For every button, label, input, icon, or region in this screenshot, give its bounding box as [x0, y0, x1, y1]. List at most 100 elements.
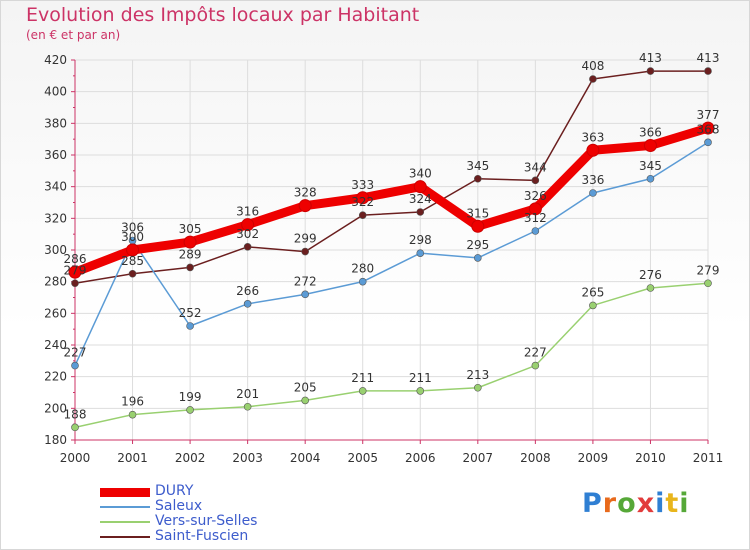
y-tick-label: 200: [44, 401, 67, 415]
x-tick-label: 2008: [520, 451, 551, 465]
data-point-saint-fuscien: [186, 263, 194, 272]
data-label-dury: 366: [639, 126, 662, 140]
data-point-dury: [183, 235, 197, 249]
logo-letter: t: [665, 488, 680, 519]
data-label-dury: 340: [409, 167, 432, 181]
y-tick-label: 300: [44, 243, 67, 257]
series-line-saleux: [74, 141, 709, 367]
data-label-saint-fuscien: 324: [409, 192, 432, 206]
data-label-saleux: 312: [524, 211, 547, 225]
y-tick-label: 220: [44, 370, 67, 384]
x-tick-label: 2009: [578, 451, 609, 465]
series-lines: [68, 67, 715, 432]
data-point-saleux: [243, 300, 252, 308]
data-label-dury: 326: [524, 189, 547, 203]
data-point-saleux: [474, 254, 482, 262]
data-label-dury: 316: [236, 205, 259, 219]
data-label-saleux: 266: [236, 284, 259, 298]
data-point-saint-fuscien: [358, 211, 367, 219]
legend-swatch: [100, 521, 150, 523]
x-tick-label: 2000: [60, 451, 91, 465]
data-point-vers-sur-selles: [243, 402, 252, 411]
data-point-saleux: [589, 189, 597, 197]
y-tick-label: 400: [44, 85, 67, 99]
data-label-saleux: 252: [179, 306, 202, 320]
data-label-saint-fuscien: 279: [64, 263, 87, 277]
data-label-dury: 305: [179, 222, 202, 236]
data-point-dury: [356, 191, 370, 205]
data-point-saint-fuscien: [646, 67, 655, 75]
data-label-saint-fuscien: 344: [524, 160, 547, 174]
series-line-vers-sur-selles: [74, 282, 709, 429]
data-point-saint-fuscien: [474, 174, 482, 183]
data-label-saint-fuscien: 345: [466, 159, 489, 173]
logo-letter: i: [679, 488, 690, 519]
data-label-saleux: 227: [64, 346, 87, 360]
data-point-dury: [68, 265, 82, 279]
legend-label: Saleux: [155, 498, 203, 514]
data-point-saint-fuscien: [71, 279, 79, 288]
logo-letter: i: [655, 488, 666, 519]
data-label-vers-sur-selles: 199: [179, 390, 202, 404]
y-tick-label: 380: [44, 116, 67, 130]
data-label-saint-fuscien: 302: [236, 227, 259, 241]
series-line-dury: [70, 123, 713, 277]
data-point-vers-sur-selles: [186, 406, 194, 414]
data-label-dury: 328: [294, 186, 317, 200]
data-labels: 286 300 305 316 328 333 340 315 326 363 366 377 227 3…: [64, 51, 720, 421]
logo-letter: o: [617, 488, 637, 519]
data-point-saint-fuscien: [704, 67, 712, 75]
data-label-saint-fuscien: 408: [581, 59, 604, 73]
data-label-saleux: 298: [409, 233, 432, 247]
y-tick-label: 340: [44, 180, 67, 194]
proxiti-logo: Proxiti: [582, 488, 690, 519]
data-point-vers-sur-selles: [358, 387, 367, 395]
data-label-saleux: 345: [639, 159, 662, 173]
data-label-saint-fuscien: 299: [294, 232, 317, 246]
x-tick-label: 2001: [117, 451, 148, 465]
data-label-vers-sur-selles: 279: [697, 263, 720, 277]
data-label-vers-sur-selles: 227: [524, 346, 547, 360]
x-tick-label: 2002: [175, 451, 206, 465]
data-label-dury: 377: [697, 108, 720, 122]
y-tick-label: 260: [44, 306, 67, 320]
data-point-vers-sur-selles: [531, 361, 540, 370]
data-label-saleux: 295: [466, 238, 489, 252]
data-point-vers-sur-selles: [416, 387, 425, 395]
data-label-saint-fuscien: 289: [179, 247, 202, 261]
legend-swatch: [100, 536, 150, 538]
data-label-dury: 315: [466, 206, 489, 220]
data-label-vers-sur-selles: 265: [581, 285, 604, 299]
legend-label: DURY: [155, 483, 194, 499]
data-point-saleux: [71, 361, 79, 370]
data-label-vers-sur-selles: 276: [639, 268, 662, 282]
data-point-saleux: [704, 138, 712, 147]
x-tick-label: 2003: [232, 451, 263, 465]
grid-lines: [74, 59, 709, 441]
chart-subtitle: (en € et par an): [26, 28, 121, 42]
data-label-dury: 363: [581, 130, 604, 144]
x-tick-label: 2004: [290, 451, 321, 465]
data-label-saleux: 306: [121, 221, 144, 235]
data-point-vers-sur-selles: [474, 383, 482, 392]
legend-label: Saint-Fuscien: [155, 528, 249, 544]
data-label-vers-sur-selles: 188: [64, 407, 87, 421]
data-label-saleux: 336: [581, 173, 604, 187]
data-point-dury: [701, 121, 715, 135]
data-label-saint-fuscien: 413: [697, 51, 720, 65]
data-point-saint-fuscien: [589, 75, 597, 83]
y-tick-label: 180: [44, 433, 67, 447]
data-label-dury: 300: [121, 230, 144, 244]
y-tick-label: 240: [44, 338, 67, 352]
data-label-saleux: 280: [351, 262, 374, 276]
x-tick-label: 2010: [635, 451, 666, 465]
series-line-saint-fuscien: [74, 70, 709, 284]
logo-letter: x: [636, 488, 656, 519]
data-point-saint-fuscien: [301, 247, 309, 256]
data-point-saleux: [186, 322, 194, 330]
logo-letter: P: [582, 488, 603, 519]
data-label-saint-fuscien: 413: [639, 51, 662, 65]
data-point-vers-sur-selles: [71, 423, 79, 432]
data-point-vers-sur-selles: [646, 284, 655, 292]
